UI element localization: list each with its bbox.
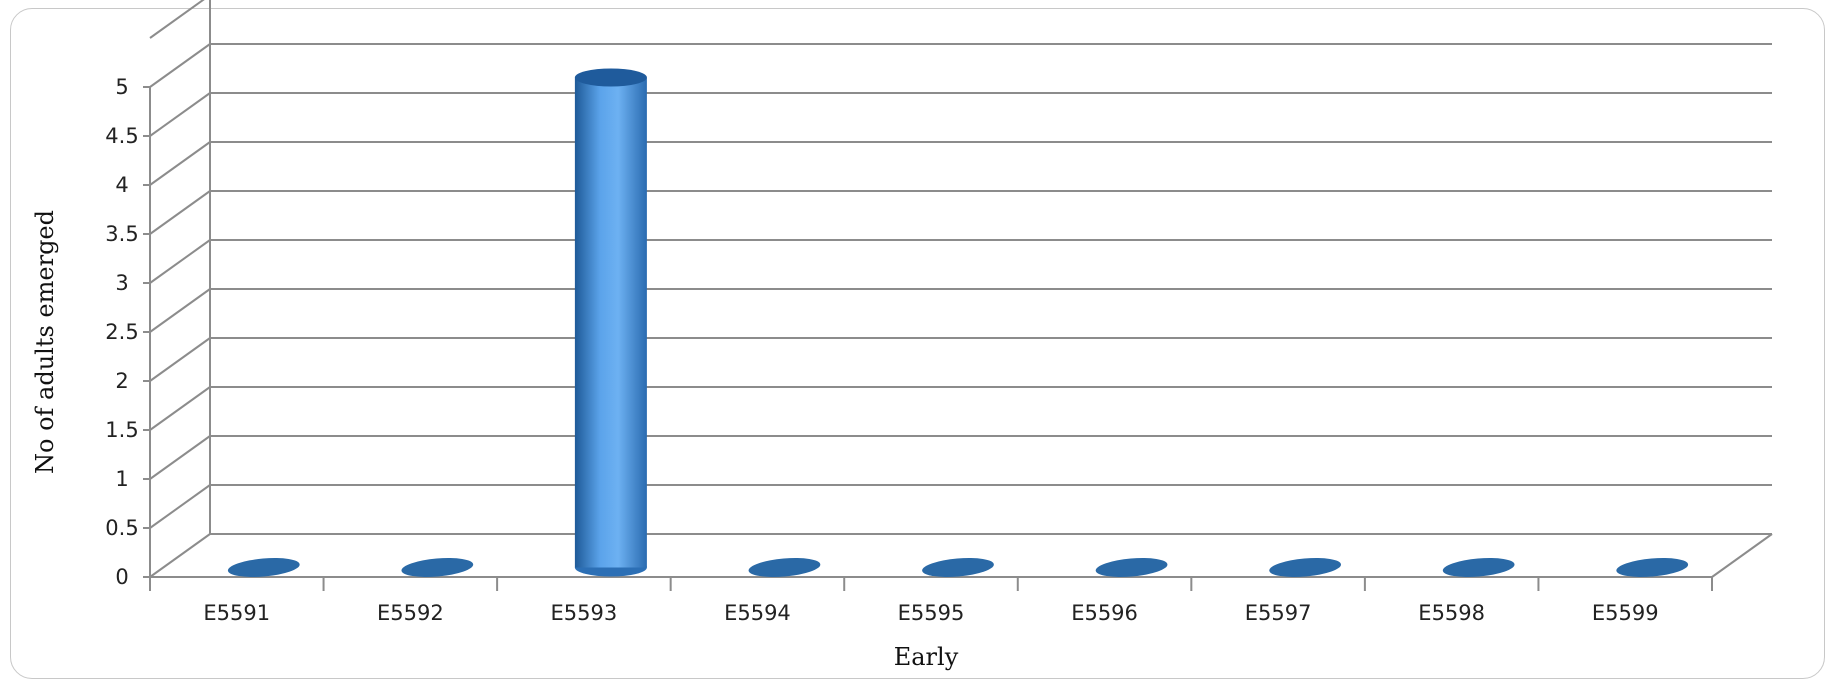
bar bbox=[1616, 558, 1689, 577]
x-tick-label: E5593 bbox=[551, 601, 618, 625]
bar-zero-cap bbox=[748, 558, 821, 577]
x-tick-label: E5598 bbox=[1418, 601, 1485, 625]
side-gridline bbox=[149, 337, 211, 382]
y-tick-label: 0.5 bbox=[105, 516, 138, 540]
y-tick-label: 3.5 bbox=[105, 222, 138, 246]
side-gridline bbox=[149, 43, 211, 88]
side-gridline bbox=[149, 0, 205, 39]
bar bbox=[1442, 558, 1515, 577]
bars bbox=[227, 68, 1689, 577]
y-tick-label: 2 bbox=[115, 369, 128, 393]
x-tick-label: E5595 bbox=[898, 601, 965, 625]
x-tick-label: E5596 bbox=[1071, 601, 1138, 625]
side-gridline bbox=[149, 386, 211, 431]
bar bbox=[401, 558, 474, 577]
bar-zero-cap bbox=[227, 558, 300, 577]
y-tick-labels: 0 0.5 1 1.5 2 2.5 3 3.5 4 4.5 5 bbox=[105, 75, 138, 589]
y-tick-label: 2.5 bbox=[105, 320, 138, 344]
side-gridline bbox=[149, 435, 211, 480]
x-axis-title: Early bbox=[894, 643, 959, 671]
y-axis-title: No of adults emerged bbox=[31, 210, 59, 474]
side-gridline bbox=[149, 533, 211, 578]
y-tick-label: 5 bbox=[115, 75, 128, 99]
x-tick-label: E5597 bbox=[1245, 601, 1312, 625]
bar-zero-cap bbox=[401, 558, 474, 577]
axes bbox=[143, 0, 1713, 591]
floor-right-edge bbox=[1711, 533, 1773, 578]
bar bbox=[1095, 558, 1168, 577]
y-tick-label: 4 bbox=[115, 173, 128, 197]
bar-zero-cap bbox=[1095, 558, 1168, 577]
side-gridline bbox=[149, 190, 211, 235]
bar-body bbox=[574, 77, 647, 568]
y-tick-label: 4.5 bbox=[105, 124, 138, 148]
bar bbox=[748, 558, 821, 577]
side-gridline bbox=[149, 141, 211, 186]
x-tick-label: E5594 bbox=[724, 601, 791, 625]
x-tick-label: E5592 bbox=[377, 601, 444, 625]
bar-top bbox=[574, 68, 647, 87]
bar-zero-cap bbox=[1442, 558, 1515, 577]
bar bbox=[1269, 558, 1341, 577]
bar-zero-cap bbox=[1616, 558, 1689, 577]
x-tick-label: E5591 bbox=[203, 601, 270, 625]
y-tick-label: 3 bbox=[115, 271, 128, 295]
gridlines bbox=[149, 0, 1773, 578]
side-gridline bbox=[149, 92, 211, 137]
x-tick-labels: E5591 E5592 E5593 E5594 E5595 E5596 E5597 E5598… bbox=[203, 601, 1658, 625]
side-gridline bbox=[149, 239, 211, 284]
bar-zero-cap bbox=[1269, 558, 1341, 577]
y-tick-label: 1.5 bbox=[105, 418, 138, 442]
bar bbox=[227, 558, 300, 577]
y-tick-label: 0 bbox=[115, 565, 128, 589]
bar-zero-cap bbox=[922, 558, 994, 577]
side-gridline bbox=[149, 288, 211, 333]
x-tick-label: E5599 bbox=[1592, 601, 1659, 625]
chart-frame bbox=[10, 8, 1825, 679]
side-gridline bbox=[149, 484, 211, 529]
y-tick-label: 1 bbox=[115, 467, 128, 491]
bar bbox=[574, 68, 647, 577]
bar bbox=[922, 558, 994, 577]
